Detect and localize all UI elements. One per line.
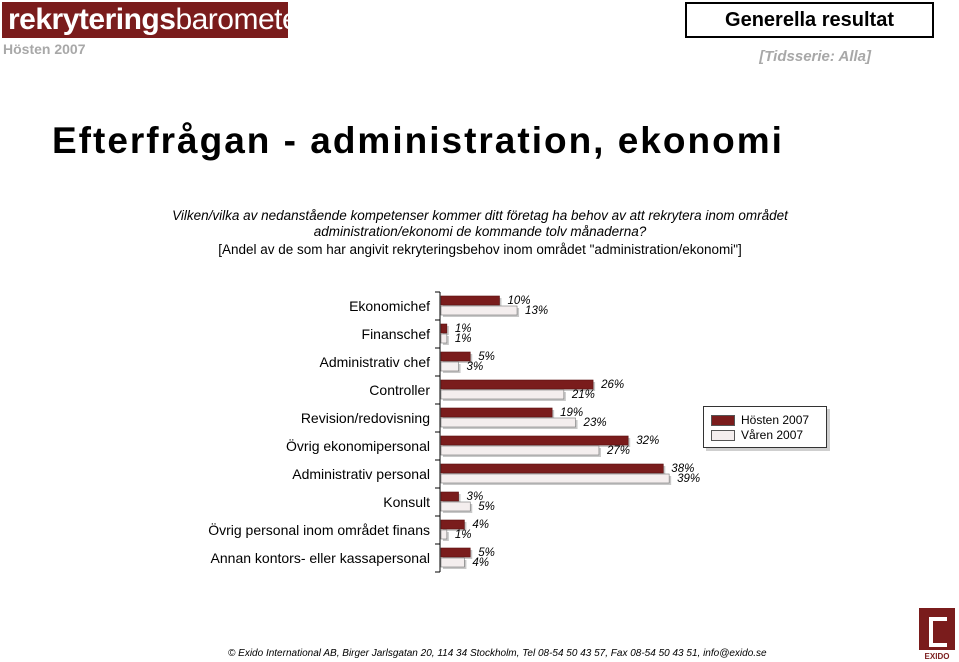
data-label: 10% [508, 295, 531, 307]
data-label: 26% [600, 379, 624, 391]
footer-contact: © Exido International AB, Birger Jarlsga… [228, 648, 767, 659]
category-label: Ekonomichef [349, 298, 430, 314]
legend-label-varen: Våren 2007 [741, 428, 804, 442]
data-label: 4% [472, 557, 489, 569]
bar-varen-2007 [440, 529, 448, 540]
bar-varen-2007 [440, 501, 471, 512]
bar-hosten-2007 [440, 435, 629, 446]
category-label: Administrativ personal [292, 466, 430, 482]
legend-label-hosten: Hösten 2007 [741, 413, 810, 427]
data-label: 23% [583, 417, 607, 429]
category-label: Revision/redovisning [301, 410, 430, 426]
data-label: 4% [472, 519, 489, 531]
timeseries-label: [Tidsserie: Alla] [759, 48, 871, 65]
data-label: 5% [478, 351, 495, 363]
data-label: 32% [636, 435, 659, 447]
bar-hosten-2007 [440, 295, 500, 306]
bar-hosten-2007 [440, 323, 448, 334]
exido-logo-mark [919, 608, 955, 650]
page-title: Efterfrågan - administration, ekonomi [52, 120, 784, 161]
bar-hosten-2007 [440, 547, 471, 558]
category-label: Controller [369, 382, 430, 398]
category-label: Administrativ chef [320, 354, 431, 370]
category-label: Annan kontors- eller kassapersonal [211, 550, 430, 566]
data-label: 5% [478, 547, 495, 559]
bar-varen-2007 [440, 361, 459, 372]
data-label: 1% [455, 529, 472, 541]
legend-item-hosten: Hösten 2007 [711, 413, 809, 427]
bar-hosten-2007 [440, 519, 465, 530]
data-label: 38% [671, 463, 694, 475]
data-label: 3% [467, 361, 484, 373]
category-label: Konsult [383, 494, 430, 510]
bar-varen-2007 [440, 389, 565, 400]
data-label: 21% [571, 389, 595, 401]
legend-item-varen: Våren 2007 [711, 428, 803, 442]
rekryteringsbarometern-logo: rekryteringsbarometern [2, 2, 324, 38]
data-label: 19% [560, 407, 583, 419]
bar-hosten-2007 [440, 463, 664, 474]
legend-swatch-hosten [711, 414, 735, 426]
data-label: 39% [677, 473, 700, 485]
bar-varen-2007 [440, 557, 465, 568]
data-label: 5% [478, 501, 495, 513]
data-label: 27% [606, 445, 630, 457]
bar-varen-2007 [440, 417, 576, 428]
season-label: Hösten 2007 [3, 41, 86, 57]
legend-swatch-varen [711, 429, 735, 441]
question-line-2: administration/ekonomi de kommande tolv … [313, 224, 647, 239]
bar-hosten-2007 [440, 491, 459, 502]
question-line-1: Vilken/vilka av nedanstående kompetenser… [172, 208, 788, 223]
category-label: Övrig personal inom området finans [208, 521, 430, 538]
bar-varen-2007 [440, 473, 670, 484]
bar-varen-2007 [440, 305, 518, 316]
question-text: Vilken/vilka av nedanstående kompetenser… [140, 208, 820, 240]
data-label: 13% [525, 305, 548, 317]
chart-legend: Hösten 2007 Våren 2007 [703, 406, 827, 448]
bar-hosten-2007 [440, 351, 471, 362]
category-label: Finanschef [362, 326, 431, 342]
exido-logo-text: EXIDO [924, 652, 950, 661]
bar-hosten-2007 [440, 407, 553, 418]
data-label: 3% [467, 491, 484, 503]
exido-logo: EXIDO [917, 608, 957, 662]
logo-text-bold: rekryterings [8, 3, 176, 36]
bar-varen-2007 [440, 333, 448, 344]
data-label: 1% [455, 323, 472, 335]
data-label: 1% [455, 333, 472, 345]
question-note: [Andel av de som har angivit rekrytering… [218, 242, 742, 257]
section-title: Generella resultat [685, 2, 934, 38]
bar-varen-2007 [440, 445, 600, 456]
logo-text-light: barometern [175, 3, 324, 36]
category-label: Övrig ekonomipersonal [286, 437, 430, 454]
bar-hosten-2007 [440, 379, 594, 390]
